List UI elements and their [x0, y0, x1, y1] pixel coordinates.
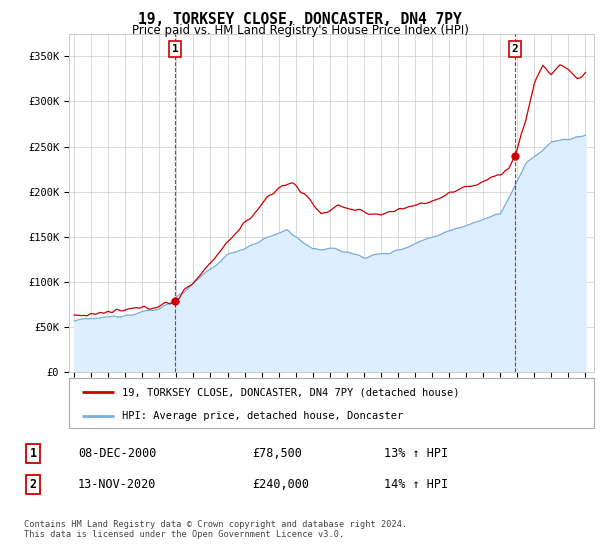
Text: 14% ↑ HPI: 14% ↑ HPI — [384, 478, 448, 491]
Text: 2: 2 — [29, 478, 37, 491]
Text: 2: 2 — [512, 44, 518, 54]
Text: 08-DEC-2000: 08-DEC-2000 — [78, 447, 157, 460]
Text: 13% ↑ HPI: 13% ↑ HPI — [384, 447, 448, 460]
Text: 19, TORKSEY CLOSE, DONCASTER, DN4 7PY (detached house): 19, TORKSEY CLOSE, DONCASTER, DN4 7PY (d… — [121, 387, 459, 397]
Text: 19, TORKSEY CLOSE, DONCASTER, DN4 7PY: 19, TORKSEY CLOSE, DONCASTER, DN4 7PY — [138, 12, 462, 27]
Text: HPI: Average price, detached house, Doncaster: HPI: Average price, detached house, Donc… — [121, 411, 403, 421]
Text: 13-NOV-2020: 13-NOV-2020 — [78, 478, 157, 491]
Text: 1: 1 — [172, 44, 179, 54]
Text: £78,500: £78,500 — [252, 447, 302, 460]
Text: £240,000: £240,000 — [252, 478, 309, 491]
Text: Contains HM Land Registry data © Crown copyright and database right 2024.
This d: Contains HM Land Registry data © Crown c… — [24, 520, 407, 539]
Text: 1: 1 — [29, 447, 37, 460]
Text: Price paid vs. HM Land Registry's House Price Index (HPI): Price paid vs. HM Land Registry's House … — [131, 24, 469, 37]
